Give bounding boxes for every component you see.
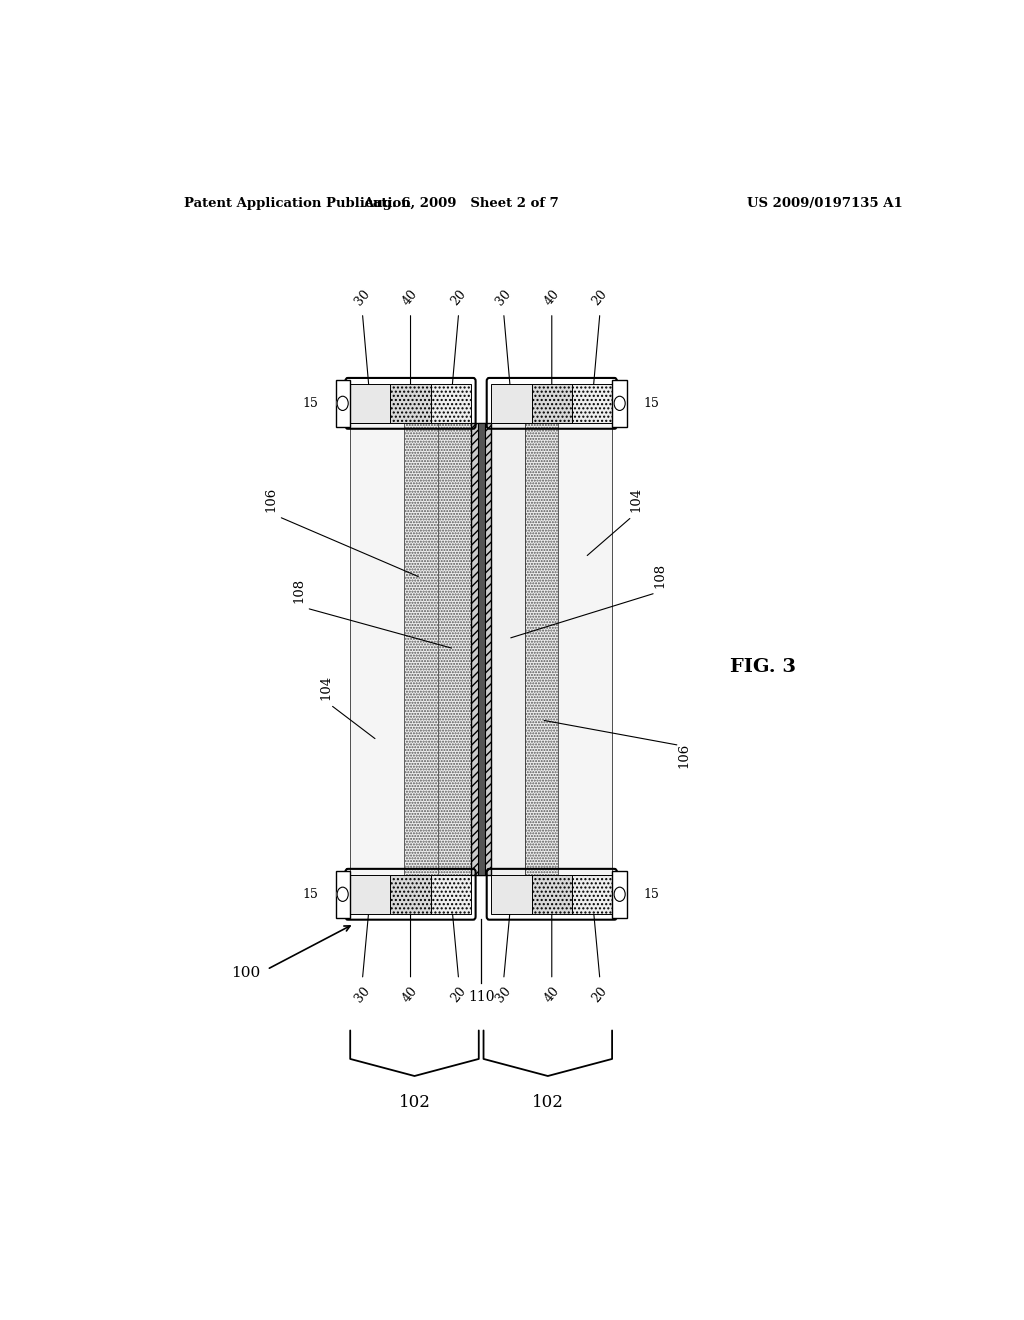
Bar xyxy=(571,875,612,913)
Bar xyxy=(612,380,627,426)
Bar xyxy=(492,422,525,875)
Text: 108: 108 xyxy=(653,562,667,587)
Text: 30: 30 xyxy=(352,985,373,1006)
Bar xyxy=(492,875,531,913)
Bar xyxy=(350,422,404,875)
Bar xyxy=(558,422,612,875)
Bar xyxy=(390,875,431,913)
Bar xyxy=(612,871,627,917)
Text: 20: 20 xyxy=(449,985,469,1006)
Text: 30: 30 xyxy=(494,288,514,308)
Bar xyxy=(390,384,431,422)
Text: 15: 15 xyxy=(302,397,318,409)
Text: 102: 102 xyxy=(398,1094,430,1111)
Text: 106: 106 xyxy=(264,486,278,512)
Bar xyxy=(431,875,471,913)
Text: 20: 20 xyxy=(449,288,469,308)
Bar xyxy=(431,384,471,422)
Bar xyxy=(531,875,571,913)
Text: 104: 104 xyxy=(319,675,333,700)
Bar xyxy=(350,875,390,913)
Text: Patent Application Publication: Patent Application Publication xyxy=(183,197,411,210)
Text: US 2009/0197135 A1: US 2009/0197135 A1 xyxy=(748,197,903,210)
Text: FIG. 3: FIG. 3 xyxy=(730,657,796,676)
Text: 104: 104 xyxy=(630,487,642,512)
Circle shape xyxy=(614,396,626,411)
Text: 108: 108 xyxy=(292,578,305,603)
Circle shape xyxy=(337,887,348,902)
Bar xyxy=(404,422,437,875)
Circle shape xyxy=(614,887,626,902)
Bar xyxy=(492,384,531,422)
Bar xyxy=(571,384,612,422)
Text: 40: 40 xyxy=(400,985,421,1006)
Text: 15: 15 xyxy=(644,888,659,900)
Text: Aug. 6, 2009   Sheet 2 of 7: Aug. 6, 2009 Sheet 2 of 7 xyxy=(364,197,559,210)
Text: 15: 15 xyxy=(302,888,318,900)
Bar xyxy=(437,422,471,875)
Text: 106: 106 xyxy=(677,742,690,767)
Bar xyxy=(471,422,492,875)
Bar xyxy=(336,380,350,426)
Text: 30: 30 xyxy=(352,288,373,308)
Bar xyxy=(350,384,390,422)
Text: 30: 30 xyxy=(494,985,514,1006)
Text: 102: 102 xyxy=(531,1094,564,1111)
Bar xyxy=(524,422,558,875)
Text: 100: 100 xyxy=(230,965,260,979)
Bar xyxy=(336,871,350,917)
Text: 20: 20 xyxy=(590,985,610,1006)
Bar xyxy=(477,422,484,875)
Text: 40: 40 xyxy=(400,288,421,308)
Circle shape xyxy=(337,396,348,411)
Bar xyxy=(531,384,571,422)
Text: 40: 40 xyxy=(542,985,562,1006)
Text: 40: 40 xyxy=(542,288,562,308)
Text: 15: 15 xyxy=(644,397,659,409)
Text: 20: 20 xyxy=(590,288,610,308)
Text: 110: 110 xyxy=(468,990,495,1003)
